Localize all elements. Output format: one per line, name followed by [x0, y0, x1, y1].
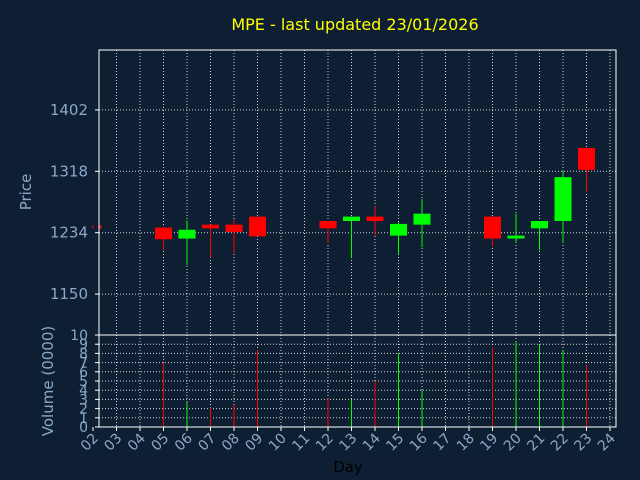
- candle-body: [554, 177, 572, 221]
- x-tick-label: 10: [266, 431, 290, 455]
- volume-tick-label: 4: [79, 383, 88, 399]
- candle-body: [531, 221, 548, 229]
- volume-tick-label: 10: [70, 328, 88, 344]
- chart-title: MPE - last updated 23/01/2026: [231, 15, 478, 34]
- x-tick-label: 08: [219, 431, 243, 455]
- price-frame: [98, 49, 617, 336]
- candle-body: [413, 213, 431, 225]
- x-tick-label: 15: [383, 431, 407, 455]
- volume-tick-label: 6: [79, 365, 88, 381]
- price-tick-label: 1150: [50, 285, 88, 303]
- candle-body: [319, 221, 337, 229]
- volume-axis-label: Volume (0000): [39, 326, 57, 436]
- volume-tick-label: 1: [79, 411, 88, 427]
- volume-tick-label: 5: [79, 374, 88, 390]
- price-panel: 1150 1234 1318 1402: [50, 49, 617, 336]
- price-tick-label: 1318: [50, 162, 88, 180]
- x-tick-label: 13: [336, 431, 360, 455]
- volume-tick-label: 2: [79, 402, 88, 418]
- candle-body: [202, 224, 219, 229]
- x-tick-label: 06: [172, 430, 196, 454]
- price-tick-label: 1402: [50, 101, 88, 119]
- candle-body: [507, 235, 525, 239]
- x-tick-label: 17: [430, 431, 454, 455]
- volume-tick-label: 0: [79, 420, 88, 436]
- candle-body: [390, 223, 407, 236]
- candle-body: [155, 227, 172, 240]
- candle-body: [484, 216, 501, 239]
- price-axis-label: Price: [17, 174, 35, 211]
- candle-body: [225, 224, 243, 232]
- x-tick-label: 16: [407, 430, 431, 454]
- x-axis-label: Day: [333, 458, 363, 476]
- price-tick-label: 1234: [50, 224, 88, 242]
- volume-tick-label: 7: [79, 356, 88, 372]
- x-tick-label: 09: [242, 431, 266, 455]
- volume-tick-label: 9: [79, 337, 88, 353]
- x-tick-label: 24: [595, 430, 619, 454]
- x-tick-label: 11: [289, 431, 313, 455]
- x-tick-label: 18: [454, 431, 478, 455]
- x-tick-label: 07: [195, 431, 219, 455]
- candle-body: [249, 216, 266, 237]
- x-tick-label: 19: [477, 431, 501, 455]
- candle-body: [366, 216, 384, 221]
- x-tick-label: 05: [148, 431, 172, 455]
- x-tick-label: 20: [501, 431, 525, 455]
- volume-tick-label: 3: [79, 392, 88, 408]
- candle-body: [99, 225, 102, 229]
- volume-frame: [98, 334, 617, 428]
- x-tick-label: 21: [524, 431, 548, 455]
- volume-tick-label: 8: [79, 346, 88, 362]
- x-tick-label: 12: [313, 431, 337, 455]
- x-tick-label: 03: [101, 431, 125, 455]
- x-tick-label: 23: [571, 431, 595, 455]
- candle-body: [178, 229, 196, 239]
- candle-body: [343, 216, 360, 221]
- candle-body: [578, 147, 595, 170]
- x-tick-label: 22: [548, 431, 572, 455]
- x-tick-label: 14: [360, 430, 384, 454]
- x-tick-label: 04: [125, 430, 149, 454]
